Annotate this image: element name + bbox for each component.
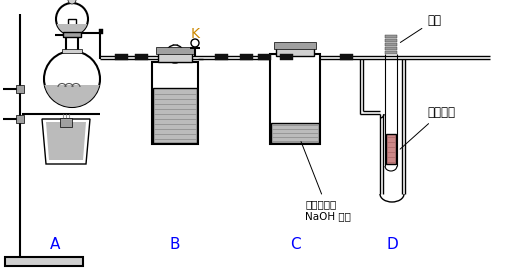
Text: C: C: [290, 237, 300, 252]
Text: D: D: [386, 237, 398, 252]
Text: 棉花: 棉花: [400, 14, 441, 42]
Bar: [385, 43, 397, 46]
Circle shape: [191, 39, 199, 47]
Polygon shape: [42, 119, 90, 164]
Bar: [152, 62, 198, 144]
Circle shape: [68, 0, 76, 4]
Bar: [68, 19, 76, 34]
Bar: [62, 49, 82, 53]
Bar: [276, 46, 314, 56]
Bar: [16, 115, 24, 123]
Bar: [215, 54, 228, 60]
Bar: [270, 54, 320, 144]
Bar: [280, 54, 293, 60]
Bar: [66, 35, 78, 51]
Bar: [60, 118, 72, 127]
Bar: [115, 54, 128, 60]
Bar: [158, 52, 192, 62]
Bar: [385, 39, 397, 42]
Bar: [99, 29, 103, 34]
Text: B: B: [170, 237, 180, 252]
Text: K: K: [190, 27, 200, 41]
Polygon shape: [56, 24, 88, 35]
Bar: [63, 32, 81, 37]
Bar: [271, 123, 319, 143]
Bar: [385, 51, 397, 54]
Bar: [258, 54, 271, 60]
Bar: [5, 257, 83, 266]
Bar: [63, 32, 81, 37]
Circle shape: [166, 45, 184, 63]
Bar: [156, 47, 194, 54]
Text: A: A: [50, 237, 60, 252]
Bar: [386, 134, 396, 164]
Text: 品红溶液: 品红溶液: [400, 106, 455, 149]
Polygon shape: [46, 122, 86, 160]
Bar: [385, 47, 397, 50]
Bar: [135, 54, 148, 60]
Bar: [153, 88, 197, 143]
Polygon shape: [44, 85, 100, 107]
Text: 滴有酚酞的
NaOH 溶液: 滴有酚酞的 NaOH 溶液: [301, 142, 351, 221]
Bar: [16, 85, 24, 93]
Bar: [240, 54, 253, 60]
Circle shape: [56, 3, 88, 35]
Bar: [274, 42, 316, 49]
Circle shape: [44, 51, 100, 107]
Bar: [385, 35, 397, 38]
Bar: [340, 54, 353, 60]
